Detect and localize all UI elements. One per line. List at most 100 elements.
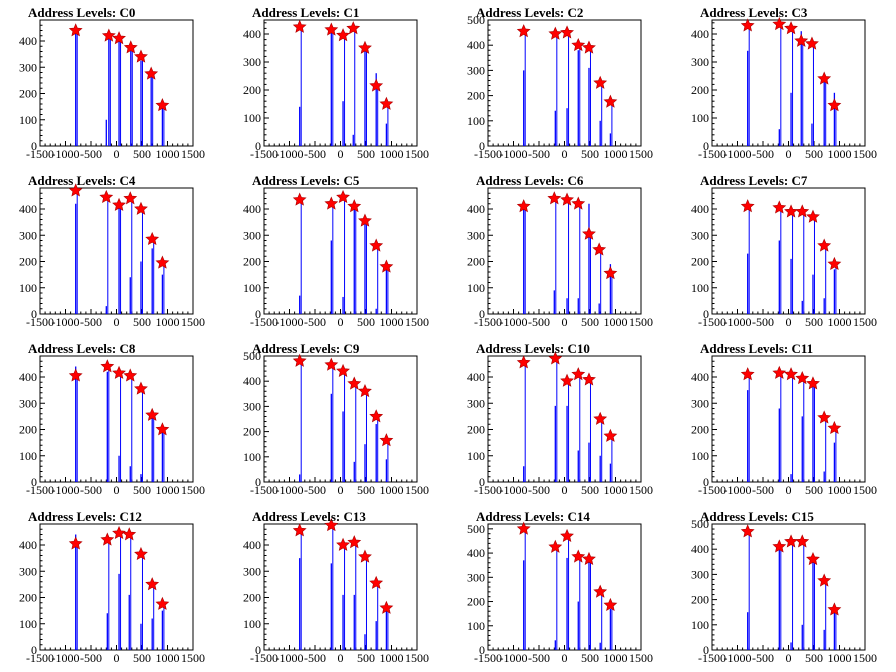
x-tick-label: 1000 bbox=[828, 315, 852, 329]
peak-marker bbox=[358, 40, 372, 54]
chart-title: Address Levels: C4 bbox=[28, 173, 136, 188]
y-tick-label: 500 bbox=[691, 517, 709, 531]
peak-marker bbox=[516, 521, 531, 535]
peak-marker bbox=[560, 528, 574, 542]
x-tick-label: -500 bbox=[304, 483, 326, 497]
peak-marker bbox=[794, 33, 809, 47]
x-tick-label: 1500 bbox=[853, 147, 877, 161]
peak-marker bbox=[358, 549, 372, 563]
y-tick-label: 400 bbox=[243, 202, 261, 216]
plot-frame bbox=[487, 355, 642, 483]
y-tick-label: 0 bbox=[31, 307, 37, 321]
y-tick-label: 300 bbox=[243, 228, 261, 242]
peak-marker bbox=[548, 539, 563, 553]
chart-panel-c5: 0 100 200 300 400 -1500 -1000 -500 0 500 1000 1500 A… bbox=[224, 168, 448, 336]
peak-marker bbox=[795, 534, 810, 548]
x-tick-label: 1500 bbox=[629, 315, 653, 329]
chart-title: Address Levels: C15 bbox=[700, 509, 814, 524]
chart-title: Address Levels: C13 bbox=[252, 509, 366, 524]
y-tick-label: 300 bbox=[243, 399, 261, 413]
peak-marker bbox=[582, 226, 596, 240]
chart-panel-c13: 0 100 200 300 400 -1500 -1000 -500 0 500 1000 1500 A… bbox=[224, 504, 448, 672]
y-tick-label: 0 bbox=[479, 475, 485, 489]
y-tick-label: 0 bbox=[255, 475, 261, 489]
y-tick-label: 400 bbox=[691, 370, 709, 384]
x-tick-label: 0 bbox=[338, 147, 344, 161]
peak-marker bbox=[99, 189, 114, 204]
x-tick-label: 0 bbox=[114, 483, 120, 497]
chart-svg: 0 100 200 300 400 -1500-1000 -500 0 500 1000 1500 bbox=[467, 351, 653, 497]
x-tick-label: 1000 bbox=[380, 147, 404, 161]
peak-marker bbox=[548, 351, 563, 365]
x-tick-label: 1500 bbox=[181, 147, 205, 161]
y-tick-label: 500 bbox=[467, 13, 485, 27]
y-tick-label: 400 bbox=[691, 27, 709, 41]
x-tick-label: -1000 bbox=[500, 147, 528, 161]
peak-marker bbox=[155, 596, 170, 610]
x-tick-label: -1500 bbox=[698, 147, 726, 161]
chart-svg: 0 100 200 300 400 500 -1500-1000 -500 0 500 1000 15… bbox=[691, 517, 877, 665]
y-tick-label: 300 bbox=[467, 396, 485, 410]
plot-frame bbox=[487, 523, 642, 651]
x-tick-label: -1000 bbox=[724, 315, 752, 329]
peak-marker bbox=[122, 527, 137, 541]
x-tick-label: -1000 bbox=[52, 483, 80, 497]
y-tick-label: 200 bbox=[243, 83, 261, 97]
peak-marker bbox=[571, 196, 586, 210]
peak-marker bbox=[806, 376, 820, 390]
x-tick-label: 0 bbox=[562, 483, 568, 497]
x-tick-label: -1500 bbox=[250, 483, 278, 497]
peak-marker bbox=[292, 353, 307, 367]
x-tick-label: 1000 bbox=[380, 315, 404, 329]
x-tick-label: 500 bbox=[133, 483, 151, 497]
y-tick-label: 0 bbox=[255, 307, 261, 321]
peak-marker bbox=[593, 411, 608, 425]
peak-marker bbox=[582, 551, 596, 566]
chart-title: Address Levels: C5 bbox=[252, 173, 360, 188]
chart-panel-c11: 0 100 200 300 400 -1500 -1000 -500 0 500 1000 1500 A… bbox=[672, 336, 896, 504]
chart-svg: 0 100 200 300 400 -1500-1000 -500 0 500 1000 1500 bbox=[243, 19, 429, 161]
chart-svg: 0 100 200 300 400 -1500-1000 -500 0 500 1000 1500 bbox=[19, 183, 205, 329]
chart-panel-c0: 0 100 200 300 400 -1500 -1000 -500 0 500 1000 1500 A… bbox=[0, 0, 224, 168]
peak-marker bbox=[324, 22, 339, 36]
peak-marker bbox=[324, 518, 339, 532]
y-tick-label: 0 bbox=[703, 643, 709, 657]
y-tick-label: 400 bbox=[19, 370, 37, 384]
peak-marker bbox=[123, 191, 138, 205]
x-tick-label: 0 bbox=[786, 147, 792, 161]
x-tick-label: 500 bbox=[805, 483, 823, 497]
chart-svg: 0 100 200 300 400 500 -1500-1000 -500 0 500 1000 15… bbox=[467, 521, 653, 665]
peak-marker bbox=[560, 373, 574, 387]
y-tick-label: 200 bbox=[691, 423, 709, 437]
x-tick-label: -500 bbox=[304, 315, 326, 329]
chart-title: Address Levels: C10 bbox=[476, 341, 590, 356]
y-tick-label: 0 bbox=[703, 307, 709, 321]
x-tick-label: -1500 bbox=[698, 315, 726, 329]
peak-marker bbox=[134, 49, 148, 63]
x-tick-label: 0 bbox=[338, 315, 344, 329]
peak-marker bbox=[817, 573, 832, 587]
x-tick-label: 1500 bbox=[853, 483, 877, 497]
peak-marker bbox=[155, 98, 170, 112]
peak-marker bbox=[772, 200, 787, 214]
x-tick-label: 500 bbox=[357, 651, 375, 665]
chart-panel-c15: 0 100 200 300 400 500 -1500 -1000 -500 0 500 1000 15… bbox=[672, 504, 896, 672]
x-tick-label: 0 bbox=[786, 315, 792, 329]
x-tick-label: 0 bbox=[562, 651, 568, 665]
x-tick-label: 1500 bbox=[405, 651, 429, 665]
x-tick-label: 0 bbox=[786, 651, 792, 665]
peak-marker bbox=[123, 368, 138, 382]
peak-marker bbox=[516, 355, 531, 369]
x-tick-label: 500 bbox=[133, 147, 151, 161]
x-tick-label: -1500 bbox=[26, 651, 54, 665]
x-tick-label: -1500 bbox=[250, 315, 278, 329]
peak-marker bbox=[593, 75, 608, 89]
x-tick-label: 1500 bbox=[181, 483, 205, 497]
x-tick-label: -1500 bbox=[250, 147, 278, 161]
y-tick-label: 200 bbox=[19, 423, 37, 437]
peak-marker bbox=[740, 18, 755, 32]
peak-marker bbox=[603, 94, 618, 108]
plot-frame bbox=[487, 19, 642, 147]
peak-marker bbox=[155, 422, 170, 436]
y-tick-label: 400 bbox=[467, 370, 485, 384]
